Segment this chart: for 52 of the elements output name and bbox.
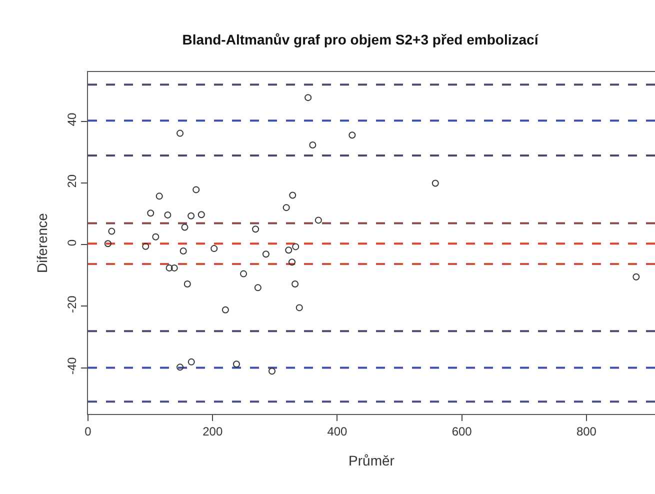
y-tick-label: -20 bbox=[65, 295, 80, 314]
point bbox=[282, 204, 290, 212]
x-tick-label: 0 bbox=[84, 424, 92, 438]
point bbox=[296, 304, 303, 312]
point bbox=[232, 360, 240, 368]
y-tick-label: 0 bbox=[65, 239, 80, 246]
point bbox=[292, 243, 300, 250]
point bbox=[432, 180, 439, 187]
point bbox=[262, 250, 270, 258]
point bbox=[268, 368, 276, 375]
x-tick-label: 200 bbox=[202, 424, 223, 438]
point bbox=[152, 233, 160, 240]
chart-title: Bland-Altmanův graf pro objem S2+3 před embolizací bbox=[182, 31, 540, 48]
y-tick-label: 40 bbox=[65, 112, 80, 126]
point bbox=[240, 270, 248, 278]
point bbox=[176, 364, 184, 371]
point bbox=[222, 306, 229, 314]
point bbox=[210, 245, 218, 252]
point bbox=[108, 228, 116, 235]
point bbox=[147, 210, 154, 217]
point bbox=[104, 240, 112, 248]
point bbox=[289, 192, 296, 199]
point bbox=[180, 248, 187, 255]
point bbox=[632, 273, 640, 280]
point bbox=[164, 211, 172, 218]
point bbox=[156, 192, 163, 200]
y-axis-title: Diference bbox=[34, 212, 50, 273]
point bbox=[348, 132, 356, 139]
point bbox=[254, 284, 262, 292]
y-tick-label: 20 bbox=[65, 174, 80, 188]
y-tick-label: -40 bbox=[65, 356, 80, 375]
x-axis-title: Průměr bbox=[348, 452, 395, 469]
point bbox=[285, 246, 292, 254]
point bbox=[198, 211, 205, 218]
point bbox=[252, 226, 260, 233]
point bbox=[142, 242, 150, 250]
point bbox=[181, 224, 188, 231]
point bbox=[314, 216, 322, 224]
point bbox=[184, 280, 191, 288]
x-tick-label: 400 bbox=[327, 424, 348, 438]
x-tick-label: 800 bbox=[576, 424, 597, 438]
point bbox=[309, 142, 316, 149]
point bbox=[176, 130, 184, 137]
point bbox=[188, 358, 195, 366]
point bbox=[292, 280, 299, 288]
point bbox=[288, 258, 296, 266]
point bbox=[170, 264, 178, 272]
x-tick-label: 600 bbox=[452, 424, 472, 438]
point bbox=[188, 212, 195, 220]
point bbox=[166, 264, 173, 272]
point bbox=[192, 186, 200, 194]
point bbox=[304, 94, 312, 102]
